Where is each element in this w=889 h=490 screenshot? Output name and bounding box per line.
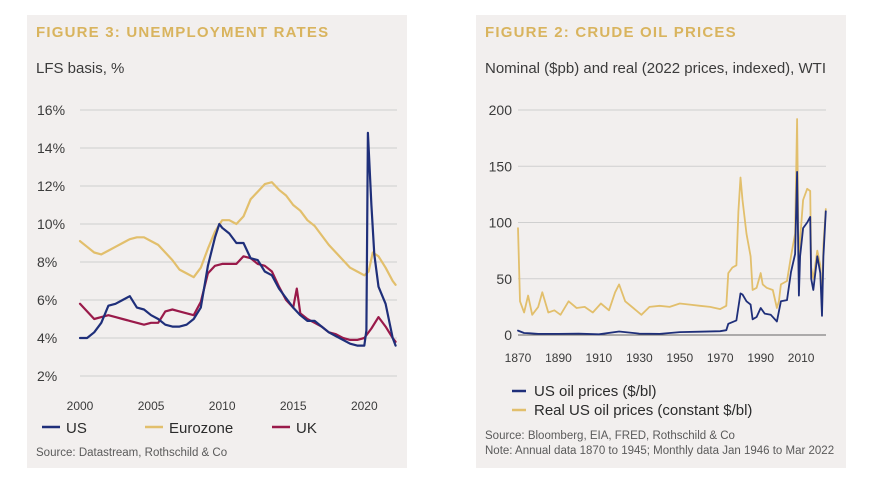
series-line-us [78,131,397,347]
y-tick-label: 8% [37,254,57,270]
legend-label: Real US oil prices (constant $/bl) [534,402,752,419]
x-tick-label: 1910 [586,351,613,365]
oil-price-chart-svg: 200 150 100 50 0 1870 1890 1910 1930 1950 1970 1990… [489,102,827,419]
y-tick-label: 200 [489,102,513,118]
legend-label: US oil prices ($/bl) [534,383,657,400]
y-tick-label: 100 [489,215,513,231]
oil-price-chart-panel: FIGURE 2: CRUDE OIL PRICES Nominal ($pb)… [476,15,846,468]
y-tick-label: 2% [37,368,57,384]
series-line-real-us-oil-prices-constant-bl- [517,118,827,316]
x-tick-label: 2020 [351,399,378,413]
y-tick-label: 150 [489,158,513,174]
chart-source-line1: Source: Bloomberg, EIA, FRED, Rothschild… [485,430,735,442]
series-line-eurozone [78,181,397,286]
x-tick-label: 1870 [505,351,532,365]
x-tick-label: 2015 [280,399,307,413]
y-tick-label: 12% [37,178,65,194]
chart-note: Note: Annual data 1870 to 1945; Monthly … [485,445,835,457]
series-line-us-oil-prices-bl- [517,170,827,336]
x-tick-label: 1890 [545,351,572,365]
chart-title: FIGURE 3: UNEMPLOYMENT RATES [36,24,330,41]
x-tick-label: 1970 [707,351,734,365]
unemployment-chart-panel: FIGURE 3: UNEMPLOYMENT RATES LFS basis, … [27,15,407,468]
series-line-uk [78,255,397,343]
legend-label: US [66,420,87,437]
legend-label: UK [296,420,317,437]
y-tick-label: 4% [37,330,57,346]
x-tick-label: 2010 [209,399,236,413]
legend-label: Eurozone [169,420,233,437]
x-tick-label: 1990 [747,351,774,365]
x-tick-label: 2005 [138,399,165,413]
y-tick-label: 0 [504,327,512,343]
y-tick-label: 10% [37,216,65,232]
x-tick-label: 1950 [666,351,693,365]
chart-source: Source: Datastream, Rothschild & Co [36,447,228,459]
chart-subtitle: Nominal ($pb) and real (2022 prices, ind… [485,60,826,77]
chart-subtitle: LFS basis, % [36,60,125,77]
x-tick-label: 2000 [67,399,94,413]
chart-title: FIGURE 2: CRUDE OIL PRICES [485,24,737,41]
y-tick-label: 50 [496,271,512,287]
y-tick-label: 14% [37,140,65,156]
y-tick-label: 16% [37,102,65,118]
y-tick-label: 6% [37,292,57,308]
x-tick-label: 1930 [626,351,653,365]
unemployment-chart-svg: 16% 14% 12% 10% 8% 6% 4% 2% 2000 2005 2010 2015 2020… [37,102,397,437]
x-tick-label: 2010 [788,351,815,365]
